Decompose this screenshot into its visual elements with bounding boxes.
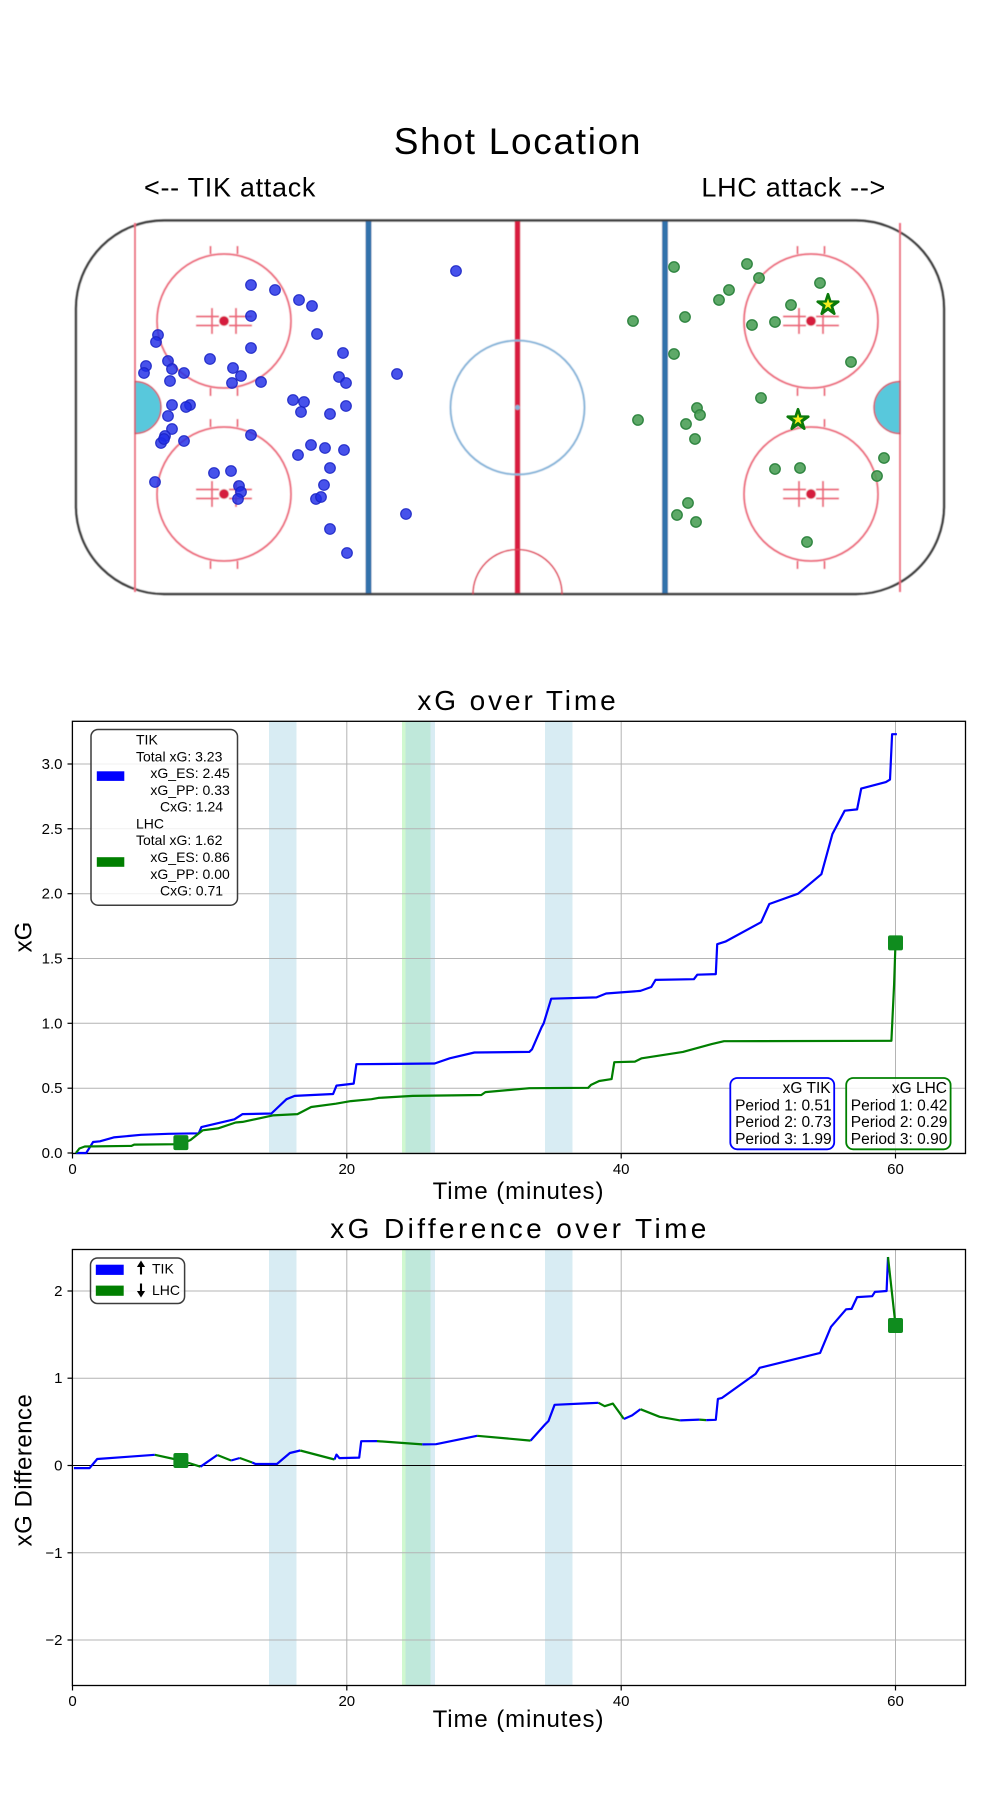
svg-text:Total xG: 3.23: Total xG: 3.23 [136,749,223,765]
svg-text:xG Difference over Time: xG Difference over Time [330,1213,710,1244]
svg-text:0: 0 [68,1693,76,1710]
svg-text:Period 1: 0.42: Period 1: 0.42 [851,1097,948,1114]
svg-text:−2: −2 [45,1632,62,1649]
svg-text:Period 3: 0.90: Period 3: 0.90 [851,1131,948,1148]
svg-text:xG_PP: 0.00: xG_PP: 0.00 [150,866,230,882]
svg-text:xG over Time: xG over Time [417,685,618,716]
svg-text:2.5: 2.5 [42,821,63,838]
svg-text:Time (minutes): Time (minutes) [433,1706,605,1733]
svg-text:20: 20 [338,1693,355,1710]
svg-text:20: 20 [338,1161,355,1178]
svg-text:0: 0 [54,1458,62,1475]
svg-text:xG TIK: xG TIK [783,1080,832,1097]
svg-text:0.5: 0.5 [42,1080,63,1097]
svg-text:60: 60 [887,1693,904,1710]
svg-text:Period 2: 0.29: Period 2: 0.29 [851,1114,948,1131]
svg-text:xG_ES: 0.86: xG_ES: 0.86 [150,849,230,865]
svg-text:3.0: 3.0 [42,756,63,773]
svg-text:<-- TIK attack: <-- TIK attack [144,173,316,203]
svg-text:xG LHC: xG LHC [892,1080,947,1097]
svg-text:LHC: LHC [136,815,164,831]
svg-text:CxG: 1.24: CxG: 1.24 [160,799,223,815]
svg-text:Shot Location: Shot Location [394,121,642,162]
svg-text:60: 60 [887,1161,904,1178]
svg-text:0.0: 0.0 [42,1145,63,1162]
svg-text:LHC attack -->: LHC attack --> [701,173,886,203]
svg-text:xG: xG [11,922,38,953]
svg-text:40: 40 [613,1161,630,1178]
svg-text:LHC: LHC [152,1282,180,1298]
svg-text:1.0: 1.0 [42,1015,63,1032]
svg-text:Period 2: 0.73: Period 2: 0.73 [735,1114,832,1131]
svg-text:Period 3: 1.99: Period 3: 1.99 [735,1131,832,1148]
svg-text:40: 40 [613,1693,630,1710]
svg-text:xG_PP: 0.33: xG_PP: 0.33 [150,782,230,798]
svg-text:1: 1 [54,1370,62,1387]
svg-text:0: 0 [68,1161,76,1178]
svg-text:−1: −1 [45,1545,62,1562]
svg-text:Time (minutes): Time (minutes) [433,1178,605,1205]
svg-text:xG_ES: 2.45: xG_ES: 2.45 [150,765,230,781]
svg-text:xG Difference: xG Difference [11,1394,38,1547]
svg-text:TIK: TIK [152,1261,174,1277]
svg-text:Period 1: 0.51: Period 1: 0.51 [735,1097,832,1114]
svg-text:TIK: TIK [136,731,158,747]
svg-text:CxG: 0.71: CxG: 0.71 [160,883,223,899]
svg-text:2: 2 [54,1283,62,1300]
svg-text:2.0: 2.0 [42,886,63,903]
svg-text:1.5: 1.5 [42,951,63,968]
svg-text:Total xG: 1.62: Total xG: 1.62 [136,832,223,848]
